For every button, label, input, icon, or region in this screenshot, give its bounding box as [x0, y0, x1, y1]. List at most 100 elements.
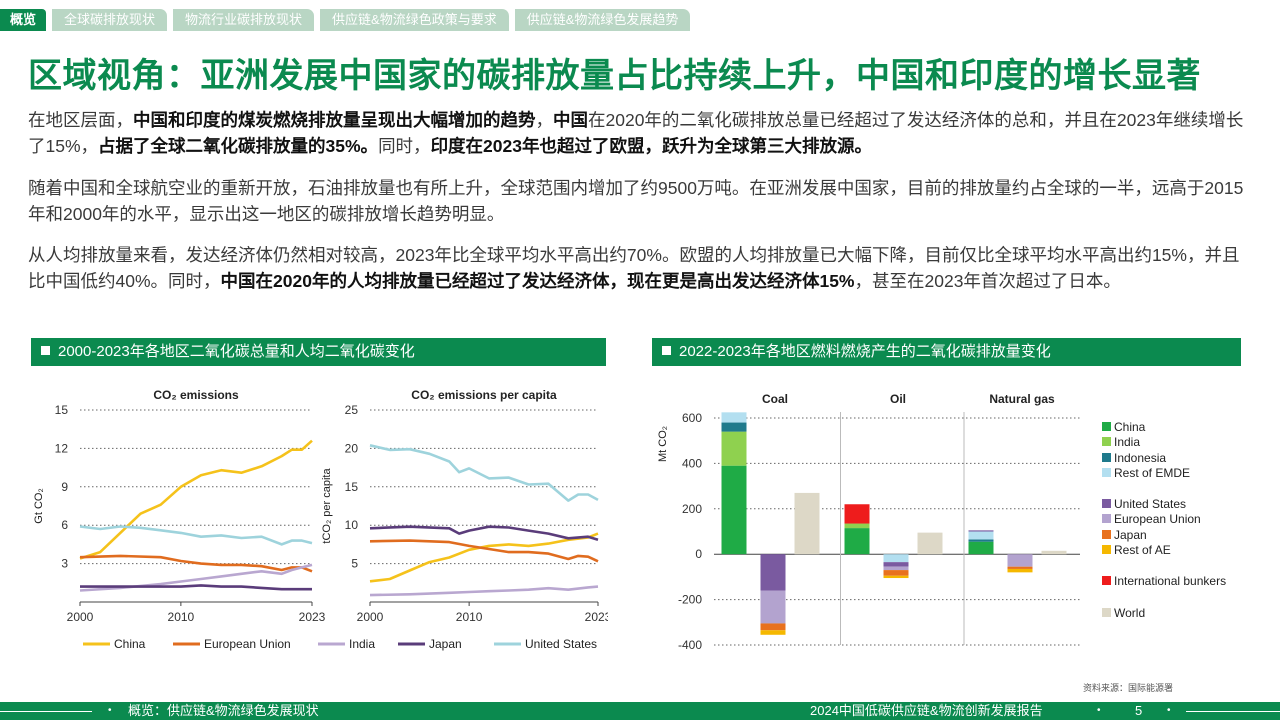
square-bullet-icon — [41, 346, 50, 355]
footer: • 概览：供应链&物流绿色发展现状 2024中国低碳供应链&物流创新发展报告 •… — [0, 702, 1280, 720]
paragraph-oil: 随着中国和全球航空业的重新开放，石油排放量也有所上升，全球范围内增加了约9500… — [28, 175, 1250, 227]
bar-segment-japan — [1007, 566, 1033, 569]
section-header-right-label: 2022-2023年各地区燃料燃烧产生的二氧化碳排放量变化 — [679, 343, 1051, 360]
legend-label: India — [1114, 435, 1140, 449]
bar-segment-rest-of-emde — [968, 531, 994, 540]
footer-divider — [1186, 711, 1280, 712]
bar-segment-rest-of-emde — [883, 554, 909, 563]
top-nav: 概览 全球碳排放现状 物流行业碳排放现状 供应链&物流绿色政策与要求 供应链&物… — [0, 9, 691, 31]
bar-segment-european-union — [1007, 554, 1033, 567]
y-tick-label: 15 — [55, 403, 69, 417]
paragraph-regional: 在地区层面，中国和印度的煤炭燃烧排放量呈现出大幅增加的趋势，中国在2020年的二… — [28, 107, 1250, 159]
body-text: 同时， — [378, 136, 431, 156]
bar-segment-world — [1041, 550, 1067, 555]
square-bullet-icon — [662, 346, 671, 355]
footer-bullet: • — [108, 705, 112, 716]
body-text: ，甚至在2023年首次超过了日本。 — [854, 271, 1121, 291]
y-axis-label: tCO₂ per capita — [321, 468, 333, 544]
page-number: 5 — [1135, 703, 1143, 718]
highlight-text: 中国和印度的煤炭燃烧排放量呈现出大幅增加的趋势 — [133, 110, 536, 130]
y-tick-label: 600 — [682, 411, 702, 425]
legend-label: European Union — [204, 637, 291, 651]
series-line-india — [79, 563, 313, 592]
y-tick-label: 0 — [695, 547, 702, 561]
tab-green-trends[interactable]: 供应链&物流绿色发展趋势 — [514, 9, 691, 31]
x-tick-label: 2010 — [168, 610, 195, 624]
legend-label: United States — [1114, 497, 1186, 511]
body-text: 在2020年的二氧化碳排放总量已经超过了发达经济体的总和，并且在2023年继续增… — [28, 110, 1244, 156]
tab-overview[interactable]: 概览 — [0, 9, 47, 31]
bar-segment-european-union — [883, 566, 909, 571]
highlight-text: 中国 — [553, 110, 588, 130]
bar-segment-rest-of-ae — [760, 630, 786, 635]
bar-segment-indonesia — [968, 539, 994, 542]
paragraph-per-capita: 从人均排放量来看，发达经济体仍然相对较高，2023年比全球平均水平高出约70%。… — [28, 242, 1250, 294]
bar-segment-rest-of-ae — [883, 575, 909, 579]
y-axis-label: Mt CO₂ — [657, 426, 669, 462]
bar-segment-japan — [760, 623, 786, 631]
legend-label: India — [349, 637, 375, 651]
y-tick-label: 400 — [682, 456, 702, 470]
legend-label: Japan — [1114, 528, 1147, 542]
y-tick-label: -400 — [678, 638, 702, 652]
legend-swatch — [1102, 514, 1111, 523]
bar-segment-international-bunkers — [844, 504, 870, 524]
bar-segment-india — [721, 431, 747, 466]
series-line-china — [369, 532, 599, 583]
footer-bullet: • — [1097, 705, 1101, 716]
legend-label: Rest of AE — [1114, 543, 1171, 557]
series-line-united-states — [79, 525, 313, 546]
legend-swatch — [1102, 608, 1111, 617]
y-tick-label: 3 — [61, 557, 68, 571]
series-line-united-states — [369, 444, 599, 502]
body-text: 随着中国和全球航空业的重新开放，石油排放量也有所上升，全球范围内增加了约9500… — [28, 178, 1244, 224]
highlight-text: 中国在2020年的人均排放量已经超过了发达经济体，现在更是高出发达经济体15% — [220, 271, 855, 291]
group-label: Coal — [762, 392, 788, 406]
y-tick-label: 12 — [55, 441, 69, 455]
y-tick-label: 6 — [61, 518, 68, 532]
tab-global-emissions[interactable]: 全球碳排放现状 — [52, 9, 168, 31]
y-tick-label: 15 — [345, 480, 359, 494]
chart-title: CO₂ emissions — [153, 388, 239, 402]
legend-swatch — [1102, 422, 1111, 431]
bar-segment-rest-of-emde — [721, 412, 747, 423]
legend-swatch — [1102, 437, 1111, 446]
bar-segment-united-states — [760, 554, 786, 591]
legend-swatch — [1102, 576, 1111, 585]
series-line-japan — [369, 525, 599, 542]
tab-green-policy[interactable]: 供应链&物流绿色政策与要求 — [320, 9, 509, 31]
legend-label: Indonesia — [1114, 451, 1166, 465]
body-text: 从人均排放量来看，发达经济体仍然相对较高，2023年比全球平均水平高出约70%。… — [28, 245, 1240, 291]
legend-swatch — [1102, 530, 1111, 539]
section-header-left-label: 2000-2023年各地区二氧化碳总量和人均二氧化碳变化 — [58, 343, 415, 360]
y-tick-label: 9 — [61, 480, 68, 494]
footer-report-title: 2024中国低碳供应链&物流创新发展报告 — [810, 703, 1043, 718]
x-tick-label: 2010 — [456, 610, 483, 624]
x-tick-label: 2000 — [67, 610, 94, 624]
body-text: ， — [535, 110, 554, 130]
bar-segment-world — [794, 492, 820, 555]
y-tick-label: 200 — [682, 502, 702, 516]
series-line-china — [79, 439, 313, 560]
chart-title: CO₂ emissions per capita — [411, 388, 557, 402]
legend-label: International bunkers — [1114, 574, 1226, 588]
x-tick-label: 2000 — [357, 610, 384, 624]
bar-segment-rest-of-ae — [1007, 568, 1033, 573]
group-label: Oil — [890, 392, 906, 406]
legend-label: China — [1114, 420, 1146, 434]
series-line-european-union — [369, 539, 599, 563]
group-label: Natural gas — [989, 392, 1055, 406]
source-note: 资料来源：国际能源署 — [1083, 683, 1174, 693]
x-tick-label: 2023 — [299, 610, 326, 624]
page-title: 区域视角：亚洲发展中国家的碳排放量占比持续上升，中国和印度的增长显著 — [28, 57, 1201, 95]
bar-segment-united-states — [968, 530, 994, 532]
highlight-text: 印度在2023年也超过了欧盟，跃升为全球第三大排放源。 — [430, 136, 872, 156]
bar-segment-china — [721, 465, 747, 555]
series-line-india — [369, 585, 599, 597]
tab-logistics-emissions[interactable]: 物流行业碳排放现状 — [173, 9, 315, 31]
y-tick-label: -200 — [678, 593, 702, 607]
x-tick-label: 2023 — [585, 610, 608, 624]
y-tick-label: 20 — [345, 441, 359, 455]
section-header-right: 2022-2023年各地区燃料燃烧产生的二氧化碳排放量变化 — [652, 338, 1241, 366]
